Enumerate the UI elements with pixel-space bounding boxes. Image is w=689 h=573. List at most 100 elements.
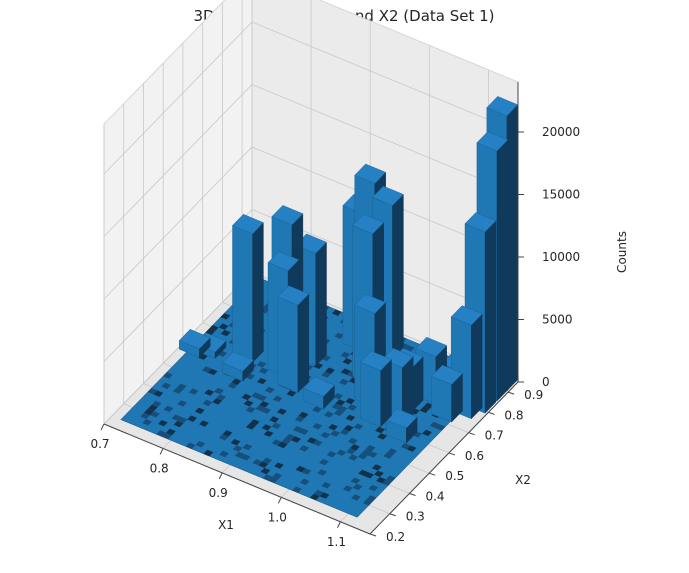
bar-side-face	[496, 139, 508, 402]
y-tick-label-3: 0.5	[445, 469, 464, 483]
floor-cell	[150, 411, 160, 418]
floor-cell	[166, 428, 176, 436]
floor-cell	[268, 476, 279, 484]
floor-cell	[387, 448, 397, 455]
floor-cell	[313, 489, 324, 497]
floor-cell	[219, 450, 229, 458]
x-tick-label-2: 0.9	[209, 486, 228, 500]
floor-cell	[336, 449, 347, 456]
floor-cell	[377, 433, 387, 440]
floor-cell	[243, 400, 254, 407]
floor-cell	[218, 434, 229, 441]
z-axis-label: Counts	[615, 231, 629, 273]
floor-cell	[321, 482, 332, 489]
bar-top-face	[222, 351, 254, 372]
floor-cell	[343, 425, 354, 432]
x-tick-mark	[336, 521, 341, 529]
floor-cell	[264, 386, 275, 394]
y-tick-label-4: 0.6	[465, 449, 484, 463]
floor-cell	[144, 408, 154, 416]
floor-cell	[374, 470, 384, 477]
floor-cell	[367, 451, 378, 458]
bar-top-face	[415, 336, 448, 357]
floor-cell	[262, 457, 273, 464]
bar-top-face	[303, 376, 335, 397]
z-tick-label-2: 10000	[542, 250, 580, 264]
floor-cell	[406, 445, 417, 452]
floor-cell	[312, 439, 323, 447]
floor-cell	[293, 426, 303, 433]
floor-cell	[269, 416, 280, 423]
floor-cell	[147, 404, 158, 412]
y-tick-mark	[488, 411, 495, 415]
y-tick-label-6: 0.8	[504, 408, 523, 422]
z-grid-line-1	[103, 209, 519, 362]
y-tick-label-2: 0.4	[425, 489, 444, 503]
floor-cell	[366, 495, 377, 502]
floor-cell	[274, 462, 284, 469]
floor-cell	[298, 428, 309, 435]
floor-cell	[241, 393, 252, 401]
floor-cell	[429, 421, 440, 429]
floor-cell	[173, 387, 183, 394]
floor-cell	[202, 399, 213, 407]
floor-cell	[422, 429, 432, 437]
floor-cell	[272, 395, 283, 402]
floor-cell	[362, 499, 373, 506]
floor-cell	[162, 432, 172, 440]
floor-cell	[324, 411, 334, 418]
x-tick-mark	[100, 423, 105, 431]
floor-cell	[286, 390, 297, 397]
bar-top-face	[450, 305, 483, 326]
floor-cell	[331, 403, 342, 410]
floor-cell	[271, 422, 282, 429]
floor-cell	[291, 436, 301, 443]
x-tick-label-1: 0.8	[150, 461, 169, 475]
y-tick-mark	[389, 513, 396, 517]
floor-cell	[216, 394, 226, 401]
floor-cell	[368, 484, 379, 492]
bar-21	[277, 285, 310, 394]
floor-cell	[256, 378, 267, 385]
floor-cell	[227, 382, 238, 389]
bar-side-face	[471, 313, 483, 420]
floor-cell	[353, 423, 364, 430]
floor-cell	[199, 420, 209, 427]
floor-cell	[358, 469, 369, 476]
x-axis-line	[103, 423, 371, 535]
floor-cell	[242, 443, 253, 451]
floor-cell	[326, 451, 337, 458]
bar-17	[385, 408, 418, 444]
z-grid-line-2	[103, 146, 519, 300]
bar-top-face	[354, 293, 386, 314]
floor-cell	[309, 493, 320, 501]
floor-cell	[325, 367, 335, 374]
y-axis-label: X2	[515, 473, 531, 487]
floor-cell	[257, 394, 267, 402]
bar-side-face	[506, 104, 518, 392]
z-tick-label-4: 20000	[542, 125, 580, 139]
bar-side-face	[380, 358, 392, 428]
y-tick-label-0: 0.2	[386, 530, 405, 544]
floor-cell	[151, 400, 162, 408]
x-tick-label-4: 1.1	[327, 535, 346, 549]
floor-cell	[252, 459, 263, 466]
floor-cell	[334, 332, 344, 339]
bar-25	[178, 329, 211, 359]
floor-cell	[346, 448, 356, 455]
y-tick-label-1: 0.3	[406, 510, 425, 524]
floor-cell	[385, 475, 396, 482]
bar-10	[431, 364, 463, 423]
floor-cell	[258, 367, 269, 374]
floor-cell	[340, 368, 351, 375]
bar-top-face	[267, 251, 300, 272]
bar-top-face	[372, 185, 404, 206]
floor-cell	[214, 387, 224, 395]
bar-side-face	[315, 241, 327, 367]
floor-cell	[340, 351, 351, 359]
floor-cell	[202, 366, 212, 373]
floor-cell	[333, 393, 344, 400]
floor-cell	[345, 414, 356, 421]
floor-cell	[195, 441, 206, 448]
floor-cell	[177, 400, 187, 407]
